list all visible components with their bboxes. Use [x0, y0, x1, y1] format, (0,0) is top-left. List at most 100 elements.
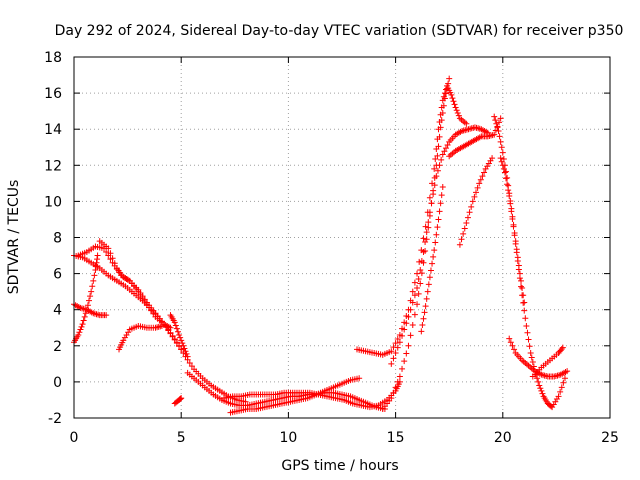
- data-point: [183, 350, 190, 357]
- y-tick-label: 0: [53, 375, 62, 391]
- data-point: [407, 306, 414, 313]
- data-point: [428, 200, 435, 207]
- data-point: [419, 322, 426, 329]
- data-point: [356, 375, 363, 382]
- data-point: [416, 258, 423, 265]
- data-point: [434, 167, 441, 174]
- data-point: [557, 388, 564, 395]
- data-point: [418, 328, 425, 335]
- axis-ticks: 0 5 10 15 20 25 -2 0 2 4 6 8 10 12 14 16 18: [44, 50, 619, 446]
- data-point: [171, 336, 178, 343]
- data-point: [455, 112, 462, 119]
- data-point: [423, 229, 430, 236]
- data-point: [560, 379, 567, 386]
- data-point: [91, 272, 98, 279]
- data-point: [414, 301, 421, 308]
- data-point: [434, 224, 441, 231]
- series-arc-10: [227, 375, 363, 416]
- data-point: [471, 193, 478, 200]
- data-point: [497, 115, 504, 122]
- data-point: [436, 208, 443, 215]
- data-point: [558, 384, 565, 391]
- x-tick-label: 20: [494, 430, 512, 446]
- y-tick-label: 8: [53, 231, 62, 247]
- data-point: [442, 90, 449, 97]
- data-point: [411, 279, 418, 286]
- data-point: [392, 384, 399, 391]
- data-point: [75, 331, 82, 338]
- data-point: [440, 102, 447, 109]
- data-point: [396, 339, 403, 346]
- data-point: [411, 311, 418, 318]
- data-point: [90, 277, 97, 284]
- data-point: [535, 378, 542, 385]
- data-point: [442, 145, 449, 152]
- data-point: [525, 336, 532, 343]
- data-point: [507, 200, 514, 207]
- data-point: [103, 248, 110, 255]
- data-point: [403, 320, 410, 327]
- data-point: [173, 325, 180, 332]
- data-point: [146, 304, 153, 311]
- data-point: [492, 117, 499, 124]
- data-point: [84, 302, 91, 309]
- data-point: [425, 219, 432, 226]
- series-arc-14: [388, 124, 491, 367]
- data-point: [479, 173, 486, 180]
- data-point: [501, 169, 508, 176]
- data-point: [83, 306, 90, 313]
- data-point: [111, 260, 118, 267]
- data-point: [473, 189, 479, 196]
- data-point: [430, 253, 437, 260]
- data-point: [427, 267, 434, 274]
- data-point: [430, 191, 437, 198]
- data-point: [107, 250, 114, 257]
- data-point: [538, 387, 545, 394]
- data-point: [388, 348, 395, 355]
- data-point: [409, 322, 416, 329]
- data-point: [515, 266, 522, 273]
- data-point: [464, 214, 471, 221]
- data-point: [394, 378, 401, 385]
- data-point: [394, 336, 401, 343]
- data-point: [171, 319, 178, 326]
- data-point: [437, 200, 444, 207]
- data-point: [109, 255, 116, 262]
- series-arc-6: [116, 322, 165, 353]
- data-point: [411, 292, 418, 299]
- data-point: [422, 303, 429, 310]
- data-point: [177, 334, 184, 341]
- data-point: [448, 91, 455, 98]
- data-point: [180, 342, 187, 349]
- data-point: [420, 315, 427, 322]
- data-point: [474, 184, 481, 191]
- x-tick-label: 15: [387, 430, 405, 446]
- data-point: [512, 240, 519, 247]
- data-point: [519, 292, 526, 299]
- data-point: [94, 256, 101, 263]
- data-point: [80, 317, 87, 324]
- data-point: [527, 350, 534, 357]
- data-point: [468, 203, 475, 210]
- series-arc-12: [354, 82, 470, 358]
- data-point: [167, 330, 174, 337]
- data-point: [496, 133, 503, 140]
- data-point: [534, 375, 541, 382]
- data-point: [436, 162, 443, 169]
- data-point: [463, 220, 470, 227]
- series-arc-7: [167, 312, 191, 360]
- data-point: [446, 75, 453, 82]
- data-point: [444, 141, 451, 148]
- data-point: [463, 120, 470, 127]
- y-tick-label: 4: [53, 303, 62, 319]
- data-point: [426, 274, 433, 281]
- data-point: [453, 107, 460, 114]
- data-point: [435, 216, 442, 223]
- data-point: [433, 173, 440, 180]
- y-tick-label: 14: [44, 122, 62, 138]
- data-point: [103, 312, 110, 319]
- data-point: [518, 277, 525, 284]
- data-point: [426, 194, 433, 201]
- data-point: [513, 249, 520, 256]
- data-point: [150, 310, 157, 317]
